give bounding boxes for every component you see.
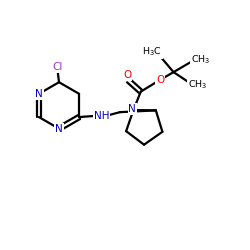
Text: N: N <box>55 124 63 134</box>
Text: CH$_3$: CH$_3$ <box>188 78 207 91</box>
Text: N: N <box>128 104 136 114</box>
Text: CH$_3$: CH$_3$ <box>191 53 210 66</box>
Text: N: N <box>35 89 43 99</box>
Text: Cl: Cl <box>52 62 63 72</box>
Text: NH: NH <box>94 111 109 121</box>
Text: H$_3$C: H$_3$C <box>142 46 162 58</box>
Text: O: O <box>123 70 132 80</box>
Text: O: O <box>156 75 164 85</box>
